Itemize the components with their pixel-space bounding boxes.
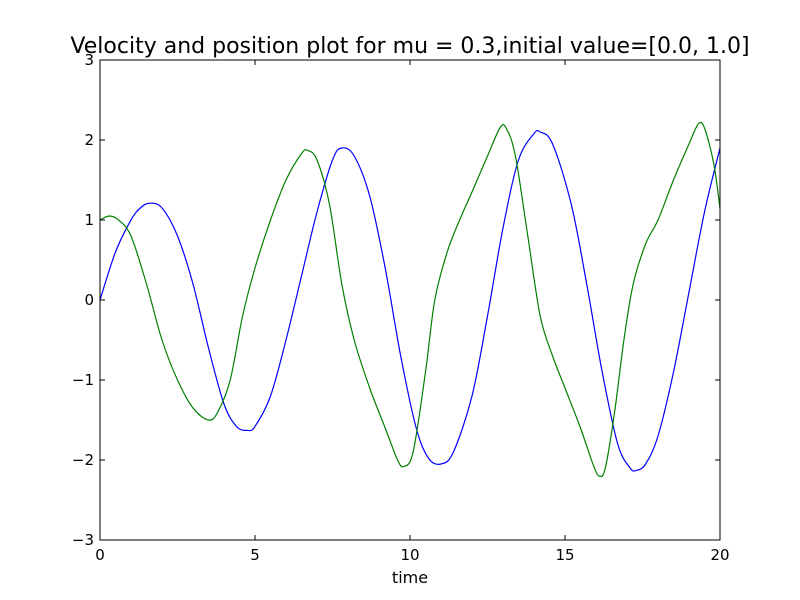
y-tick-label: −2 [72,451,94,469]
x-axis: 0 5 10 15 20 [95,60,730,564]
x-tick-label: 10 [400,546,419,564]
y-axis: −3 −2 −1 0 1 2 3 [72,51,720,549]
series-line-2 [99,121,721,478]
x-axis-label: time [392,568,428,587]
series-layer [99,121,721,478]
x-tick-label: 0 [95,546,105,564]
y-tick-label: 2 [84,131,94,149]
plot-area [99,59,721,541]
y-tick-label: 3 [84,51,94,69]
chart-title: Velocity and position plot for mu = 0.3,… [70,34,749,59]
plot-background [100,60,720,540]
series-line-1 [99,129,721,472]
y-tick-label: −1 [72,371,94,389]
y-tick-label: −3 [72,531,94,549]
x-tick-label: 15 [555,546,574,564]
x-tick-label: 5 [250,546,260,564]
y-tick-label: 1 [84,211,94,229]
y-tick-label: 0 [84,291,94,309]
x-tick-label: 20 [710,546,729,564]
